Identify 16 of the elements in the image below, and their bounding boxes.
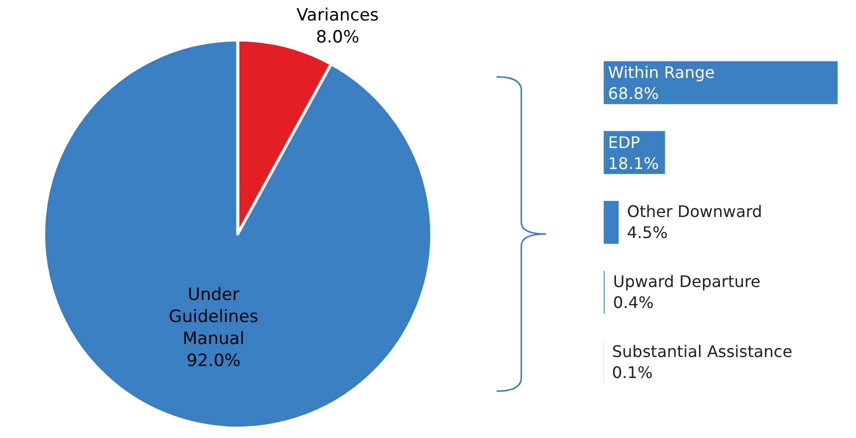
y-tick-label: Upward Departure <box>613 272 760 291</box>
data-label: 0.1% <box>612 362 653 382</box>
data-label: 8.0% <box>316 27 360 48</box>
bar <box>604 200 620 244</box>
data-label: 0.4% <box>613 292 654 312</box>
y-tick-label: Substantial Assistance <box>612 342 792 361</box>
data-label: 68.8% <box>608 84 659 103</box>
slice-label: Under Guidelines Manual <box>168 284 258 350</box>
y-tick-label: Other Downward <box>627 202 762 221</box>
y-tick-label: Within Range <box>608 63 715 82</box>
data-label: 92.0% <box>186 351 241 372</box>
bar <box>604 60 838 105</box>
data-label: 18.1% <box>608 154 659 173</box>
data-label: 4.5% <box>627 222 668 242</box>
y-tick-label: EDP <box>608 133 640 152</box>
slice-label: Variances <box>296 5 379 26</box>
